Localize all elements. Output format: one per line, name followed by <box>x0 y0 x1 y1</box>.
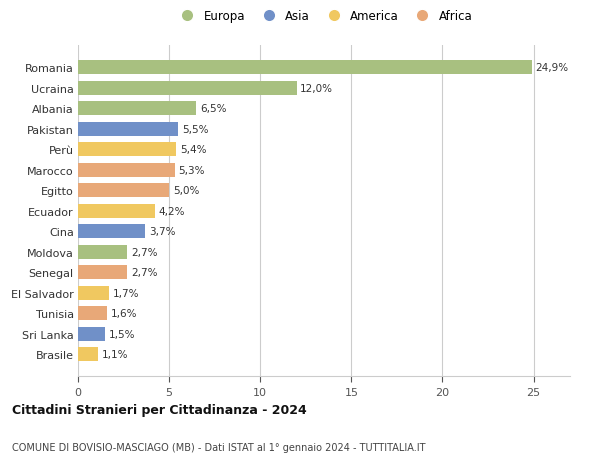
Text: 2,7%: 2,7% <box>131 247 157 257</box>
Bar <box>78 81 296 95</box>
Text: 24,9%: 24,9% <box>535 63 569 73</box>
Text: 2,7%: 2,7% <box>131 268 157 278</box>
Text: COMUNE DI BOVISIO-MASCIAGO (MB) - Dati ISTAT al 1° gennaio 2024 - TUTTITALIA.IT: COMUNE DI BOVISIO-MASCIAGO (MB) - Dati I… <box>12 442 425 452</box>
Text: 4,2%: 4,2% <box>158 206 185 216</box>
Text: Cittadini Stranieri per Cittadinanza - 2024: Cittadini Stranieri per Cittadinanza - 2… <box>12 403 307 416</box>
Bar <box>78 143 176 157</box>
Text: 1,5%: 1,5% <box>109 329 136 339</box>
Bar <box>78 307 107 320</box>
Text: 5,0%: 5,0% <box>173 186 199 196</box>
Text: 12,0%: 12,0% <box>301 84 334 93</box>
Text: 1,6%: 1,6% <box>111 308 137 319</box>
Text: 5,5%: 5,5% <box>182 124 208 134</box>
Text: 3,7%: 3,7% <box>149 227 176 236</box>
Text: 5,3%: 5,3% <box>178 165 205 175</box>
Bar <box>78 102 196 116</box>
Bar <box>78 204 155 218</box>
Bar <box>78 61 532 75</box>
Text: 6,5%: 6,5% <box>200 104 227 114</box>
Bar <box>78 184 169 198</box>
Bar <box>78 327 106 341</box>
Legend: Europa, Asia, America, Africa: Europa, Asia, America, Africa <box>170 6 478 28</box>
Bar <box>78 286 109 300</box>
Bar <box>78 266 127 280</box>
Bar <box>78 163 175 177</box>
Text: 5,4%: 5,4% <box>180 145 206 155</box>
Bar <box>78 224 145 239</box>
Bar <box>78 347 98 361</box>
Bar <box>78 122 178 136</box>
Text: 1,1%: 1,1% <box>101 349 128 359</box>
Text: 1,7%: 1,7% <box>113 288 139 298</box>
Bar <box>78 245 127 259</box>
